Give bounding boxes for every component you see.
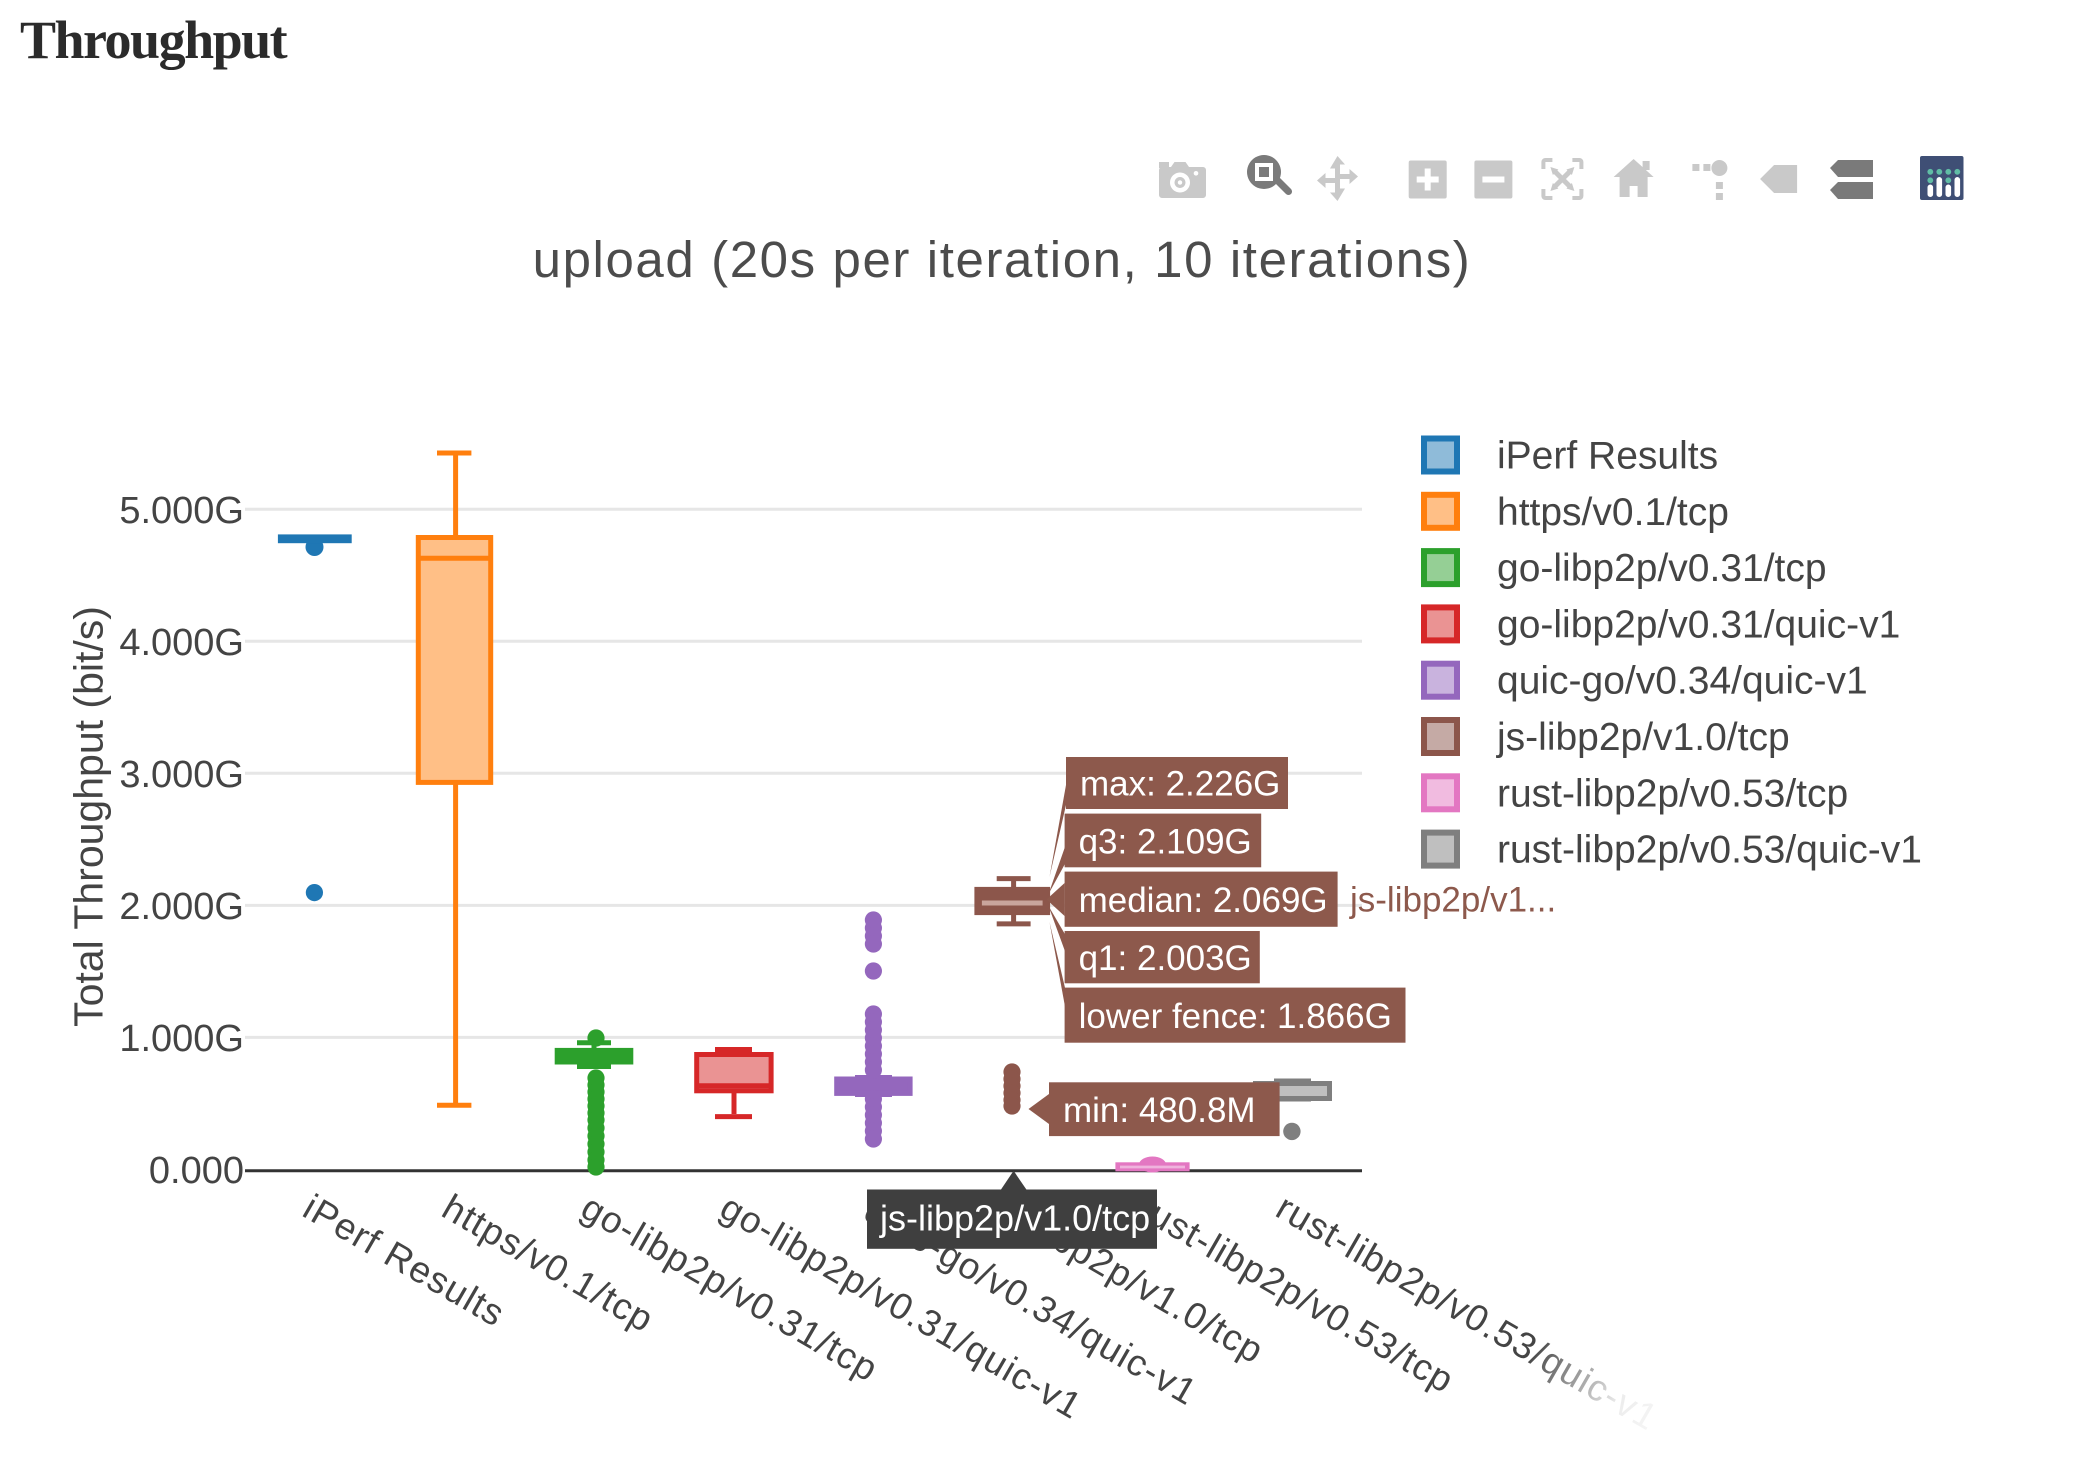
- svg-text:2.000G: 2.000G: [119, 886, 244, 928]
- svg-text:https/v0.1/tcp: https/v0.1/tcp: [1497, 491, 1729, 534]
- svg-text:4.000G: 4.000G: [119, 622, 244, 664]
- svg-text:0.000: 0.000: [149, 1150, 244, 1192]
- svg-text:q3: 2.109G: q3: 2.109G: [1079, 823, 1252, 862]
- svg-text:js-libp2p/v1.0/tcp: js-libp2p/v1.0/tcp: [1496, 716, 1790, 759]
- svg-text:3.000G: 3.000G: [119, 754, 244, 796]
- svg-text:min: 480.8M: min: 480.8M: [1063, 1091, 1256, 1130]
- svg-text:quic-go/v0.34/quic-v1: quic-go/v0.34/quic-v1: [1497, 660, 1868, 703]
- svg-text:median: 2.069G: median: 2.069G: [1079, 881, 1328, 920]
- svg-text:go-libp2p/v0.31/tcp: go-libp2p/v0.31/tcp: [1497, 547, 1827, 590]
- svg-text:iPerf Results: iPerf Results: [1497, 435, 1718, 478]
- svg-text:1.000G: 1.000G: [119, 1018, 244, 1060]
- svg-text:max: 2.226G: max: 2.226G: [1080, 765, 1280, 804]
- svg-text:go-libp2p/v0.31/quic-v1: go-libp2p/v0.31/quic-v1: [1497, 603, 1900, 646]
- svg-text:lower fence: 1.866G: lower fence: 1.866G: [1079, 997, 1392, 1036]
- svg-text:upload (20s per iteration, 10: upload (20s per iteration, 10 iterations…: [533, 231, 1472, 288]
- svg-text:js-libp2p/v1...: js-libp2p/v1...: [1349, 881, 1556, 920]
- svg-text:Throughput: Throughput: [20, 10, 288, 70]
- svg-text:Total Throughput (bit/s): Total Throughput (bit/s): [66, 606, 112, 1027]
- svg-text:q1: 2.003G: q1: 2.003G: [1079, 939, 1252, 978]
- svg-text:5.000G: 5.000G: [119, 490, 244, 532]
- svg-text:rust-libp2p/v0.53/tcp: rust-libp2p/v0.53/tcp: [1497, 772, 1848, 815]
- svg-text:rust-libp2p/v0.53/quic-v1: rust-libp2p/v0.53/quic-v1: [1497, 829, 1922, 872]
- svg-text:js-libp2p/v1.0/tcp: js-libp2p/v1.0/tcp: [879, 1198, 1150, 1239]
